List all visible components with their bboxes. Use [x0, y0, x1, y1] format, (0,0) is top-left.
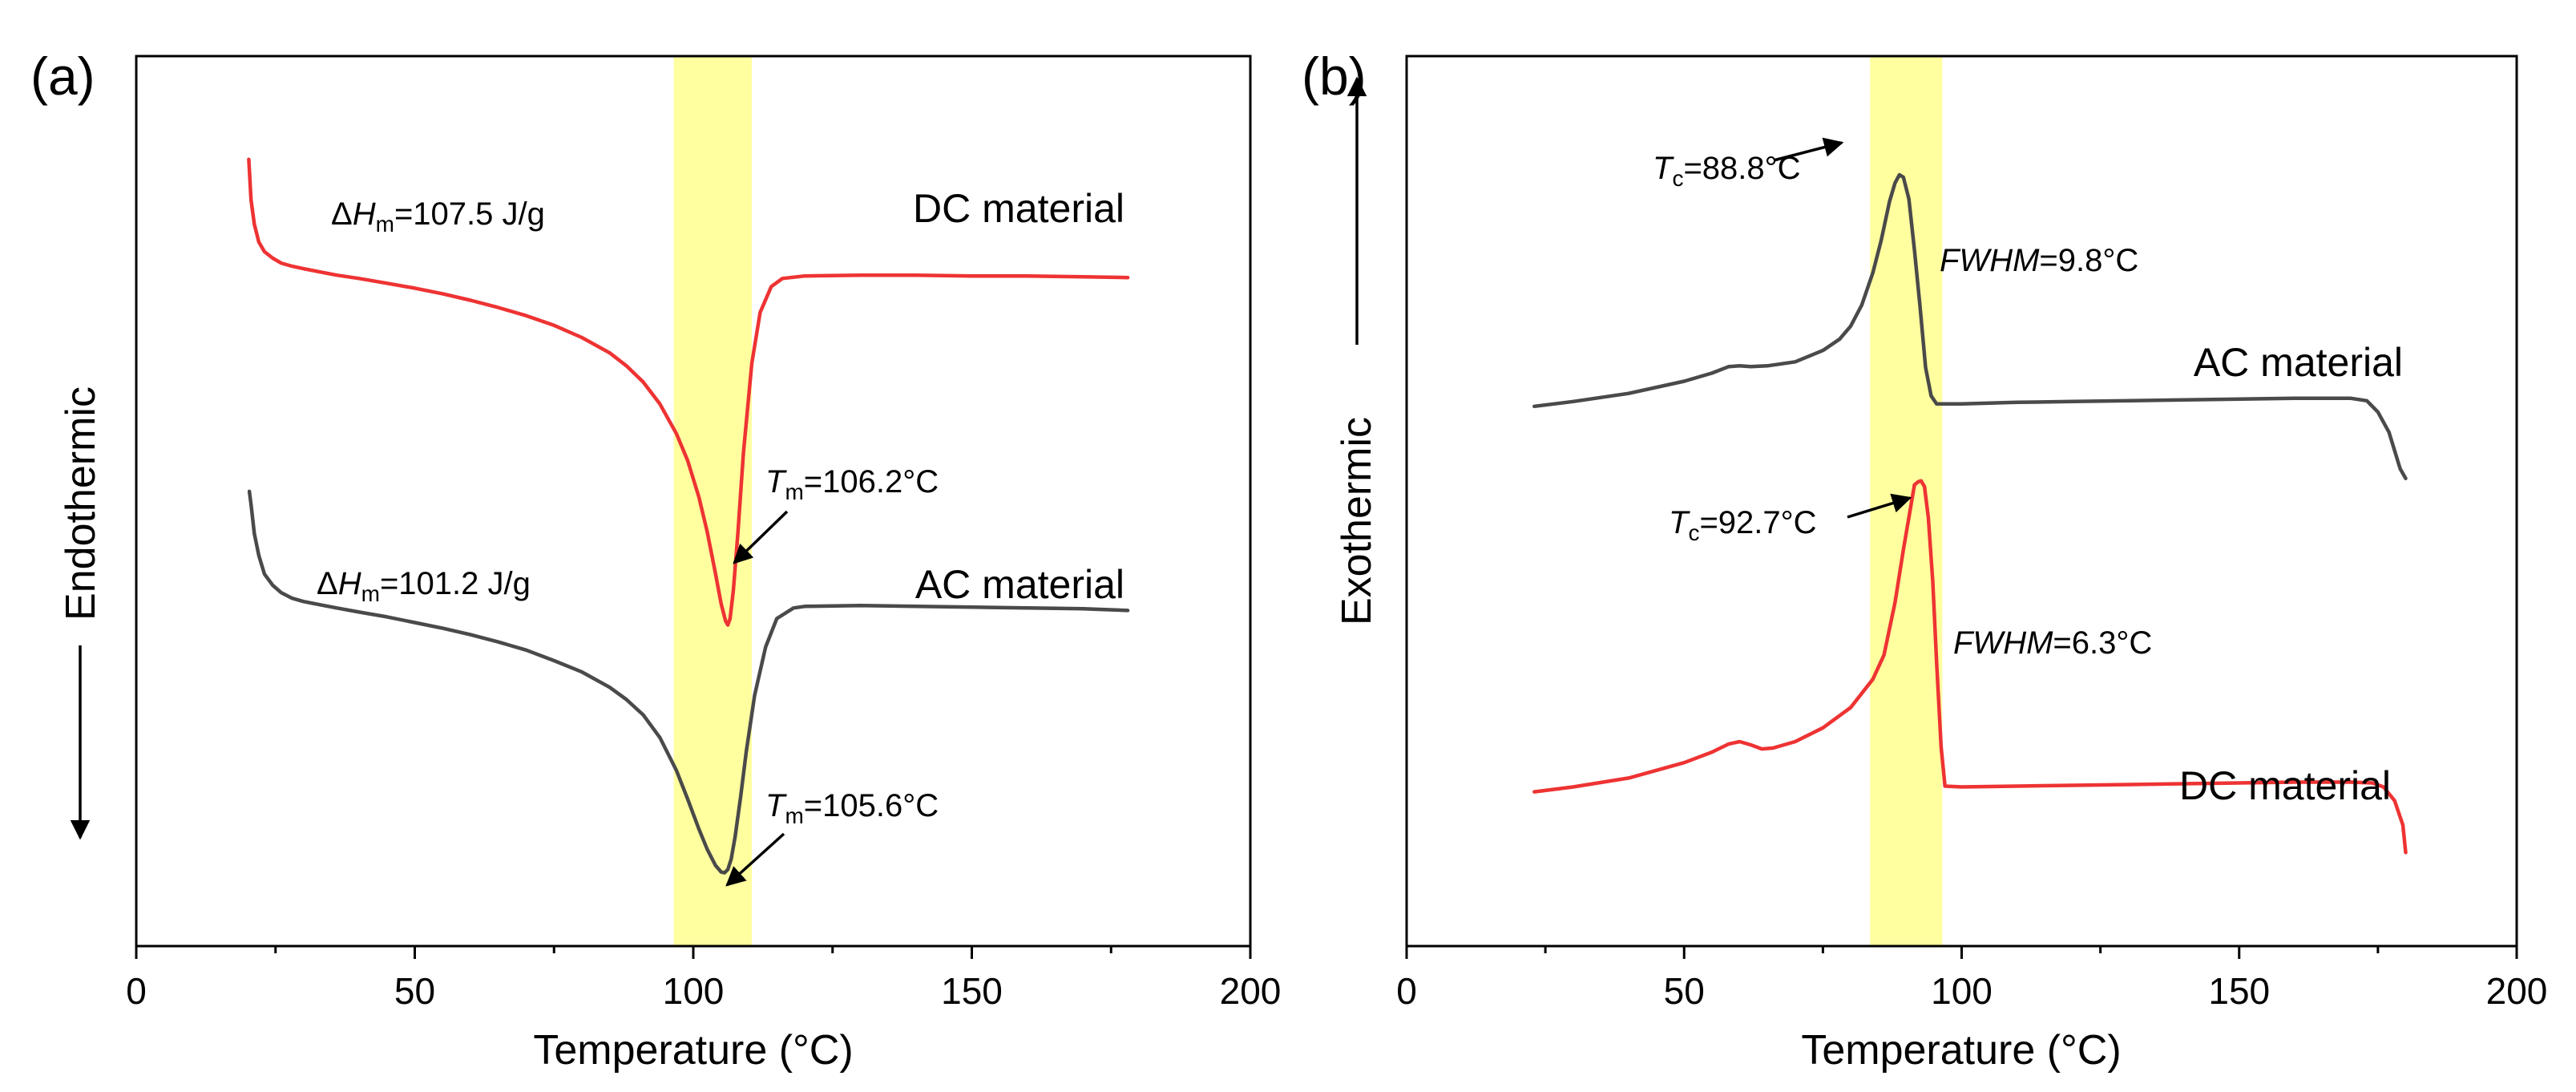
- peak-annotation-dc: Tc=92.7°C: [1669, 505, 1817, 545]
- curve-label-dc: DC material: [2179, 763, 2391, 808]
- peak-arrow-ac: [725, 832, 785, 887]
- panel-label: (a): [30, 47, 95, 106]
- series-line-dc-material: [1532, 479, 2408, 855]
- x-tick-group: 0 50 100 150 200: [126, 946, 1281, 1012]
- series-line-ac-material: [1532, 172, 2408, 480]
- x-tick-label: 0: [1396, 970, 1417, 1012]
- x-tick-label: 200: [2486, 970, 2548, 1012]
- curve-label-ac: AC material: [2194, 340, 2403, 385]
- x-tick-label: 150: [941, 970, 1003, 1012]
- fwhm-annotation-dc: FWHM=6.3°C: [1953, 625, 2152, 661]
- series-line-dc-material: [247, 157, 1130, 627]
- x-tick-label: 0: [126, 970, 147, 1012]
- peak-arrow-ac: [1773, 137, 1844, 162]
- x-tick-label: 100: [663, 970, 725, 1012]
- enthalpy-annotation-ac: ΔHm=101.2 J/g: [317, 566, 531, 606]
- x-tick-label: 150: [2208, 970, 2270, 1012]
- y-axis-label: Endothermic: [58, 386, 104, 621]
- x-tick-group: 0 50 100 150 200: [1396, 946, 2547, 1012]
- peak-annotation-ac: Tm=105.6°C: [765, 788, 939, 828]
- x-tick-label: 50: [394, 970, 435, 1012]
- x-tick-label: 200: [1220, 970, 1282, 1012]
- y-axis-label: Exothermic: [1334, 417, 1380, 625]
- peak-arrow-dc: [733, 510, 789, 564]
- plot-frame: [1405, 55, 2518, 948]
- peak-arrow-dc: [1847, 493, 1912, 519]
- panel-a: 0 50 100 150 200 (a) Temperature (°C) Endoth…: [30, 47, 1281, 1074]
- enthalpy-annotation-dc: ΔHm=107.5 J/g: [331, 196, 545, 237]
- series-group: [1532, 172, 2408, 855]
- panel-b: 0 50 100 150 200 (b) Temperature (°C) Exothe…: [1302, 47, 2547, 1074]
- x-axis-label: Temperature (°C): [1801, 1027, 2121, 1074]
- x-tick-label: 50: [1664, 970, 1705, 1012]
- peak-annotation-ac: Tc=88.8°C: [1653, 151, 1801, 191]
- x-tick-label: 100: [1931, 970, 1993, 1012]
- curve-label-dc: DC material: [913, 186, 1124, 231]
- peak-annotation-dc: Tm=106.2°C: [765, 464, 939, 504]
- curve-label-ac: AC material: [915, 562, 1124, 607]
- fwhm-annotation-ac: FWHM=9.8°C: [1940, 243, 2138, 278]
- series-line-ac-material: [247, 489, 1130, 875]
- series-group: [247, 157, 1130, 875]
- x-axis-label: Temperature (°C): [533, 1027, 853, 1074]
